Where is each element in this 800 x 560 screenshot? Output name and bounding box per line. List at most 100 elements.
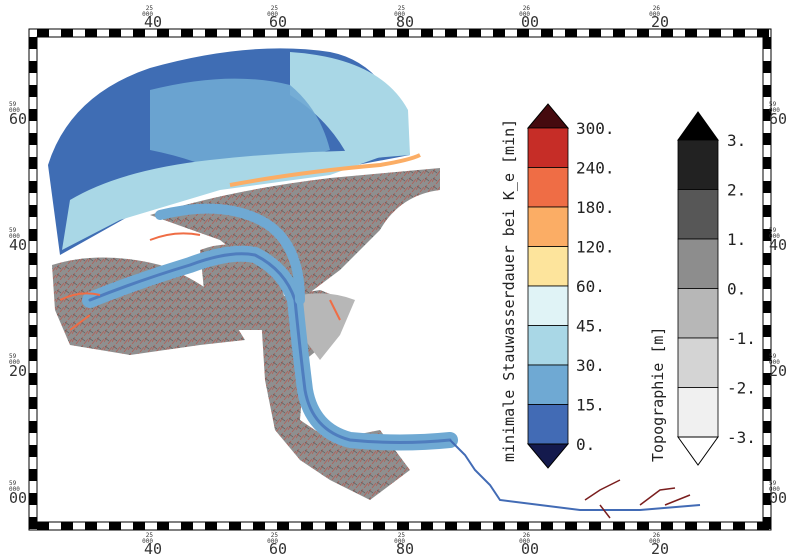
frame-tick: [763, 181, 771, 193]
colorbar-topography: 3. 2. 1. 0. -1. -2. -3. Topographie [m]: [649, 111, 756, 466]
frame-tick: [421, 522, 433, 530]
frame-tick: [325, 29, 337, 37]
sea-mid-band: [150, 78, 330, 178]
frame-tick: [541, 29, 553, 37]
frame-tick: [445, 522, 457, 530]
left-axis-minor-sub: 000: [9, 233, 20, 240]
frame-tick: [733, 29, 745, 37]
frame-tick: [29, 133, 37, 145]
frame-tick: [61, 522, 73, 530]
tributary-branches: [584, 479, 691, 519]
frame-tick: [763, 109, 771, 121]
frame-tick: [85, 29, 97, 37]
cb-topography-segment: [677, 189, 719, 240]
cb-duration-segment: [527, 325, 569, 366]
cb-duration-tick-label: 45.: [576, 317, 605, 336]
frame-tick: [29, 373, 37, 385]
bottom-axis-minor-label: 25: [271, 532, 279, 539]
frame-tick: [157, 29, 169, 37]
cb-topography-tick-label: -2.: [727, 379, 756, 398]
cb-duration-segment: [527, 167, 569, 208]
cb-topography-tick-label: 0.: [727, 280, 746, 299]
cb-duration-tick-label: 120.: [576, 238, 615, 257]
colorbar-topography-title: Topographie [m]: [649, 327, 667, 462]
frame-tick: [685, 522, 697, 530]
colorbar-duration: 300. 240. 180. 120. 60. 45. 30. 15. 0. minimale …: [500, 103, 615, 469]
cb-duration-tick-label: 60.: [576, 277, 605, 296]
frame-tick: [493, 522, 505, 530]
frame-tick: [29, 37, 37, 49]
frame-tick: [589, 29, 601, 37]
cb-duration-segment: [527, 404, 569, 445]
frame-tick: [637, 522, 649, 530]
frame-tick: [733, 522, 745, 530]
frame-tick: [541, 522, 553, 530]
right-axis-minor-sub: 000: [769, 107, 780, 114]
cb-topography-tick-label: -1.: [727, 329, 756, 348]
frame-tick: [29, 157, 37, 169]
frame-tick: [205, 522, 217, 530]
frame-tick: [29, 445, 37, 457]
frame-tick: [397, 522, 409, 530]
frame-tick: [133, 29, 145, 37]
secondary-channel: [155, 203, 305, 305]
frame-tick: [757, 29, 769, 37]
bottom-axis-minor-label: 26: [523, 532, 531, 539]
land-north-bank: [150, 168, 440, 300]
frame-tick: [301, 522, 313, 530]
frame-tick: [29, 493, 37, 505]
frame-tick: [763, 397, 771, 409]
frame-tick: [29, 109, 37, 121]
right-axis-label: 00: [769, 489, 787, 507]
cb-duration-tick-label: 180.: [576, 198, 615, 217]
cb-topography-segment: [677, 238, 719, 289]
frame-tick: [763, 157, 771, 169]
frame-tick: [763, 277, 771, 289]
cb-duration-tick-label: 300.: [576, 119, 615, 138]
frame-tick: [685, 29, 697, 37]
cb-duration-segment: [527, 206, 569, 247]
frame-tick: [763, 349, 771, 361]
frame-tick: [109, 29, 121, 37]
frame-tick: [565, 522, 577, 530]
top-axis-label: 80: [396, 13, 414, 31]
bottom-axis-minor-sub: 000: [649, 538, 660, 545]
cb-duration-under-triangle: [526, 443, 570, 469]
frame-tick: [157, 522, 169, 530]
bottom-axis-minor-label: 25: [398, 532, 406, 539]
cb-duration-segment: [527, 127, 569, 168]
frame-tick: [421, 29, 433, 37]
bottom-axis-label: 60: [269, 540, 287, 558]
frame-tick: [29, 517, 37, 529]
frame-tick: [109, 522, 121, 530]
frame-tick: [85, 522, 97, 530]
frame-tick: [205, 29, 217, 37]
left-axis-minor-label: 59: [9, 101, 17, 108]
cb-duration-segment: [527, 285, 569, 326]
bottom-axis-minor-label: 25: [146, 532, 154, 539]
frame-tick: [763, 61, 771, 73]
sea-outer-light: [290, 52, 410, 160]
frame-tick: [493, 29, 505, 37]
cb-topography-segment: [677, 288, 719, 339]
right-axis-minor-label: 59: [769, 101, 777, 108]
bottom-axis-minor-label: 26: [653, 532, 661, 539]
frame-tick: [181, 522, 193, 530]
cb-duration-tick-label: 0.: [576, 435, 595, 454]
top-axis-minor-sub: 000: [142, 11, 153, 18]
bottom-axis-minor-sub: 000: [142, 538, 153, 545]
right-axis-minor-label: 59: [769, 227, 777, 234]
frame-tick: [763, 445, 771, 457]
frame-tick: [61, 29, 73, 37]
right-axis-minor-sub: 000: [769, 359, 780, 366]
right-axis-minor-sub: 000: [769, 486, 780, 493]
frame-tick: [517, 522, 529, 530]
bottom-axis-minor-sub: 000: [267, 538, 278, 545]
frame-tick: [763, 85, 771, 97]
cb-topography-tick-label: 3.: [727, 131, 746, 150]
frame-tick: [613, 522, 625, 530]
